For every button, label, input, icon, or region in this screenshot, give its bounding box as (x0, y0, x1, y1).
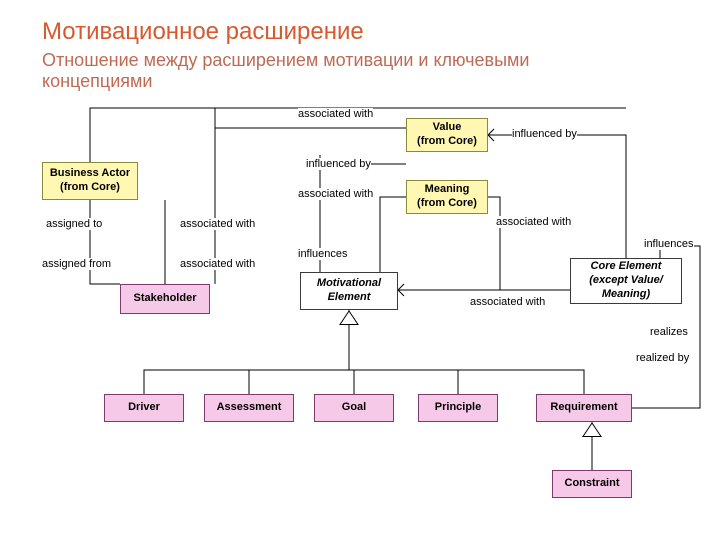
edge-label-1: assigned from (42, 258, 111, 270)
edge-label-4: associated with (298, 108, 373, 120)
edge-label-3: associated with (180, 258, 255, 270)
edge-label-12: realizes (650, 326, 688, 338)
node-constraint: Constraint (552, 470, 632, 498)
node-value: Value(from Core) (406, 118, 488, 152)
node-business_actor: Business Actor(from Core) (42, 162, 138, 200)
node-goal: Goal (314, 394, 394, 422)
node-meaning: Meaning(from Core) (406, 180, 488, 214)
node-requirement: Requirement (536, 394, 632, 422)
edge-label-5: influenced by (306, 158, 371, 170)
node-assessment: Assessment (204, 394, 294, 422)
edge-label-8: influenced by (512, 128, 577, 140)
edge-label-10: associated with (470, 296, 545, 308)
node-principle: Principle (418, 394, 498, 422)
edge-label-2: associated with (180, 218, 255, 230)
edge-label-11: influences (644, 238, 694, 250)
node-core_element: Core Element(except Value/Meaning) (570, 258, 682, 304)
node-motivational: MotivationalElement (300, 272, 398, 310)
edge-label-0: assigned to (46, 218, 102, 230)
edge-label-6: associated with (298, 188, 373, 200)
edge-label-7: influences (298, 248, 348, 260)
edge-label-13: realized by (636, 352, 689, 364)
edge-label-9: associated with (496, 216, 571, 228)
node-driver: Driver (104, 394, 184, 422)
node-stakeholder: Stakeholder (120, 284, 210, 314)
slide-title: Мотивационное расширение (42, 18, 364, 46)
slide-subtitle: Отношение между расширением мотивации и … (42, 50, 602, 92)
